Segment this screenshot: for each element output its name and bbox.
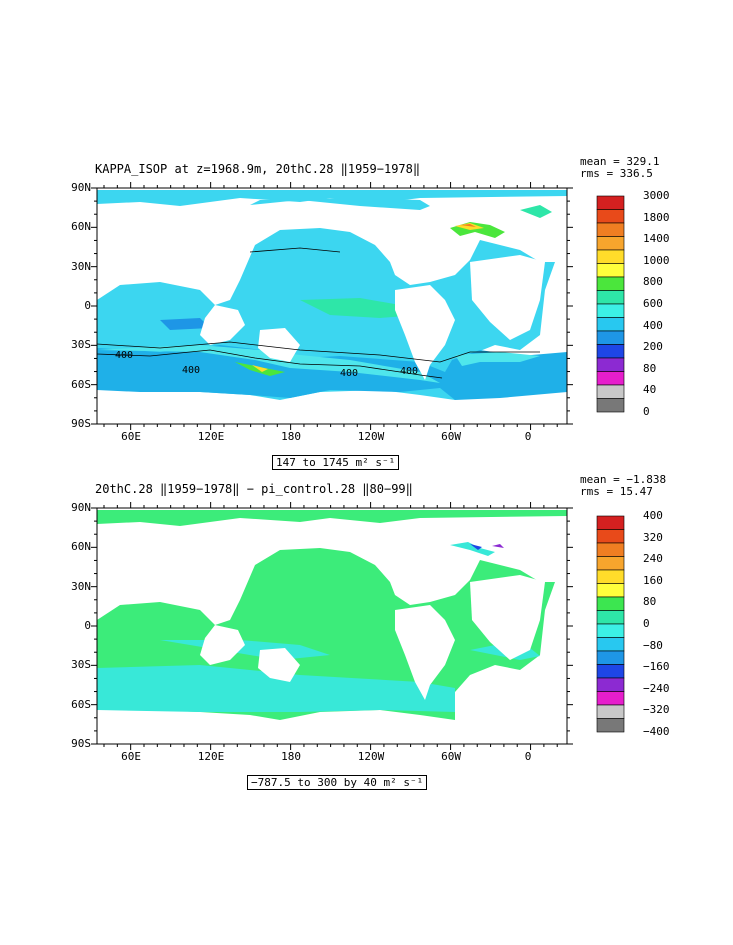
contour-label: 400 [340,368,358,379]
colorbar-label: 400 [643,318,663,332]
colorbar-swatch [596,330,625,345]
colorbar-swatch [596,569,625,584]
lat-label: 60N [71,220,91,234]
colorbar-panel2 [596,515,625,733]
panel2-stats: mean = −1.838 rms = 15.47 [580,473,667,498]
lat-label: 60S [71,697,91,711]
colorbar-label: 40 [643,383,657,397]
colorbar-swatch [596,317,625,332]
panel1-title: KAPPA_ISOP at z=1968.9m, 20thC.28 ‖1959−… [95,162,421,176]
colorbar-swatch [596,515,625,530]
lat-label: 30N [71,259,91,273]
lon-label: 0 [524,430,532,443]
lon-label: 60E [121,750,141,763]
lat-label: 0 [84,619,91,632]
colorbar-swatch [596,623,625,638]
lat-label: 90S [71,737,91,750]
colorbar-swatch [596,263,625,278]
colorbar-label: 240 [643,552,663,566]
colorbar-swatch [596,718,625,733]
colorbar-label: −320 [643,703,670,717]
lon-label: 60W [441,430,461,443]
lat-label: 30N [71,579,91,593]
colorbar-label: −240 [643,681,670,695]
colorbar-swatch [596,222,625,237]
colorbar-label: 1800 [643,210,670,224]
lon-label: 0 [524,750,532,763]
lon-label: 120W [357,430,385,443]
lon-label: 120W [357,750,385,763]
colorbar-swatch [596,371,625,386]
colorbar-swatch [596,195,625,210]
colorbar-swatch [596,542,625,557]
colorbar-swatch [596,691,625,706]
colorbar-label: −80 [643,638,663,652]
colorbar-label: 160 [643,573,663,587]
contour-label: 400 [400,366,418,377]
lon-label: 180 [281,750,301,763]
panel1-range: 147 to 1745 m² s⁻¹ [272,455,400,470]
panel2-title: 20thC.28 ‖1959−1978‖ − pi_control.28 ‖80… [95,482,413,496]
colorbar-swatch [596,236,625,251]
colorbar-swatch [596,290,625,305]
colorbar-label: 1400 [643,232,670,246]
colorbar-swatch [596,610,625,625]
colorbar-swatch [596,583,625,598]
colorbar-swatch [596,650,625,665]
colorbar-swatch [596,276,625,291]
lon-label: 120E [197,750,225,763]
colorbar-swatch [596,357,625,372]
colorbar-swatch [596,556,625,571]
lat-label: 0 [84,299,91,312]
lat-label: 30S [71,338,91,352]
colorbar-label: 0 [643,617,650,630]
colorbar-label: 80 [643,361,657,375]
lon-label: 120E [197,430,225,443]
colorbar-panel1 [596,195,625,413]
lat-label: 60S [71,377,91,391]
colorbar-label: −400 [643,725,670,738]
colorbar-swatch [596,303,625,318]
map-difference [97,508,567,744]
colorbar-label: 320 [643,530,663,544]
contour-label: 400 [182,365,200,376]
colorbar-swatch [596,596,625,611]
lon-label: 180 [281,430,301,443]
colorbar-swatch [596,664,625,679]
lat-label: 90N [71,501,91,514]
colorbar-label: 1000 [643,253,670,267]
colorbar-label: 0 [643,405,650,418]
colorbar-label: 3000 [643,189,670,202]
lon-label: 60W [441,750,461,763]
lat-label: 90S [71,417,91,430]
map-kappa-isop: 400 400 400 400 [97,188,567,424]
panel1-stats: mean = 329.1 rms = 336.5 [580,155,660,180]
panel2-range: −787.5 to 300 by 40 m² s⁻¹ [247,775,428,790]
colorbar-label: −160 [643,660,670,674]
colorbar-label: 200 [643,340,663,354]
contour-label: 400 [115,350,133,361]
colorbar-label: 800 [643,275,663,289]
colorbar-label: 80 [643,595,657,609]
colorbar-swatch [596,384,625,399]
colorbar-swatch [596,637,625,652]
colorbar-swatch [596,344,625,359]
colorbar-swatch [596,398,625,413]
lat-label: 90N [71,181,91,194]
lon-label: 60E [121,430,141,443]
colorbar-swatch [596,249,625,264]
colorbar-label: 400 [643,509,663,522]
colorbar-swatch [596,209,625,224]
colorbar-swatch [596,677,625,692]
lat-label: 30S [71,658,91,672]
lat-label: 60N [71,540,91,554]
colorbar-swatch [596,704,625,719]
colorbar-label: 600 [643,297,663,310]
colorbar-swatch [596,529,625,544]
